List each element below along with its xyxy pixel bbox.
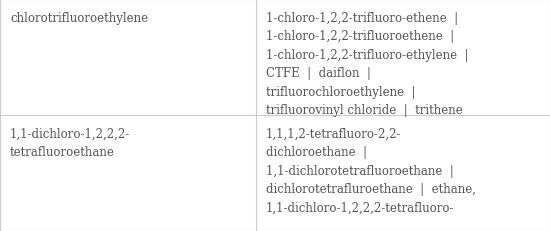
Text: 1-chloro-1,2,2-trifluoro-ethene  |
1-chloro-1,2,2-trifluoroethene  |
1-chloro-1,: 1-chloro-1,2,2-trifluoro-ethene | 1-chlo… bbox=[266, 12, 468, 117]
Text: chlorotrifluoroethylene: chlorotrifluoroethylene bbox=[10, 12, 148, 24]
Text: 1,1,1,2-tetrafluoro-2,2-
dichloroethane  |
1,1-dichlorotetrafluoroethane  |
dich: 1,1,1,2-tetrafluoro-2,2- dichloroethane … bbox=[266, 127, 476, 214]
Text: 1,1-dichloro-1,2,2,2-
tetrafluoroethane: 1,1-dichloro-1,2,2,2- tetrafluoroethane bbox=[10, 127, 130, 158]
